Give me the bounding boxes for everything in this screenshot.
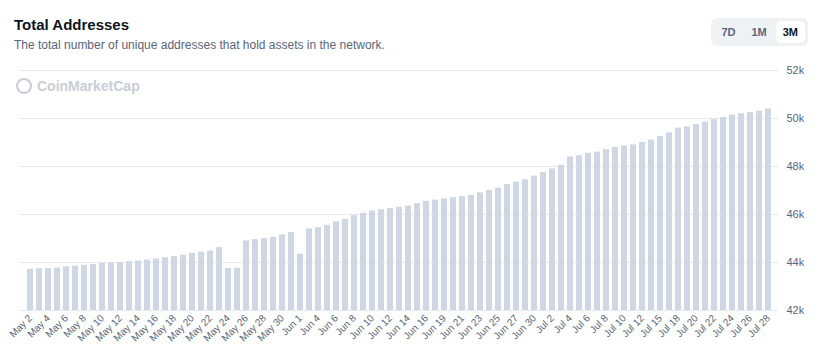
- svg-text:May 22: May 22: [183, 312, 215, 344]
- html-text:1M: 1M: [751, 26, 767, 38]
- svg-text:Jul 8: Jul 8: [587, 312, 611, 336]
- html-text:7D: 7D: [721, 26, 736, 38]
- svg-text:May 16: May 16: [129, 312, 161, 344]
- svg-text:Jul 10: Jul 10: [601, 312, 629, 339]
- svg-text:May 6: May 6: [43, 312, 71, 340]
- html-text:CoinMarketCap: CoinMarketCap: [37, 78, 140, 94]
- svg-text:Jun 8: Jun 8: [333, 312, 359, 338]
- svg-text:46k: 46k: [787, 208, 805, 220]
- svg-text:May 24: May 24: [201, 312, 233, 344]
- svg-text:Jun 19: Jun 19: [419, 312, 449, 342]
- svg-text:Jun 10: Jun 10: [347, 312, 377, 342]
- svg-text:May 10: May 10: [75, 312, 107, 344]
- svg-text:Jun 16: Jun 16: [401, 312, 431, 342]
- svg-text:44k: 44k: [787, 256, 805, 268]
- svg-text:Jul 4: Jul 4: [551, 312, 574, 335]
- svg-text:May 8: May 8: [61, 312, 89, 340]
- svg-text:Jun 21: Jun 21: [437, 312, 467, 342]
- svg-text:Jul 28: Jul 28: [746, 312, 773, 339]
- svg-text:48k: 48k: [787, 160, 805, 172]
- svg-text:May 12: May 12: [93, 312, 125, 344]
- svg-text:Jun 25: Jun 25: [473, 312, 503, 342]
- svg-text:Jun 14: Jun 14: [383, 312, 413, 342]
- svg-text:42k: 42k: [787, 304, 805, 316]
- svg-text:Jul 15: Jul 15: [637, 312, 665, 339]
- svg-text:Jun 4: Jun 4: [297, 312, 323, 338]
- svg-text:Jun 6: Jun 6: [315, 312, 341, 338]
- svg-text:50k: 50k: [787, 112, 805, 124]
- svg-text:Jun 23: Jun 23: [455, 312, 485, 342]
- svg-text:Jul 18: Jul 18: [655, 312, 683, 339]
- svg-text:Jul 24: Jul 24: [709, 312, 737, 339]
- svg-text:May 14: May 14: [111, 312, 143, 344]
- svg-text:Jul 26: Jul 26: [727, 312, 755, 339]
- svg-text:May 4: May 4: [25, 312, 53, 340]
- svg-text:Jun 1: Jun 1: [279, 312, 305, 338]
- svg-text:Jul 2: Jul 2: [533, 312, 556, 335]
- svg-text:Jul 6: Jul 6: [569, 312, 592, 335]
- html-text:Total Addresses: Total Addresses: [14, 16, 129, 33]
- svg-text:Jun 27: Jun 27: [491, 312, 521, 342]
- html-text:3M: 3M: [782, 26, 798, 38]
- svg-text:Jun 30: Jun 30: [509, 312, 539, 342]
- svg-text:Jul 12: Jul 12: [619, 312, 647, 339]
- svg-text:May 18: May 18: [147, 312, 179, 344]
- svg-text:52k: 52k: [787, 64, 805, 76]
- svg-text:May 26: May 26: [219, 312, 251, 344]
- svg-text:Jul 20: Jul 20: [673, 312, 701, 339]
- svg-text:May 20: May 20: [165, 312, 197, 344]
- html-text:The total number of unique add: The total number of unique addresses tha…: [14, 38, 385, 52]
- svg-text:May 30: May 30: [255, 312, 287, 344]
- svg-text:May 28: May 28: [237, 312, 269, 344]
- svg-text:Jun 12: Jun 12: [365, 312, 395, 342]
- svg-text:Jul 22: Jul 22: [691, 312, 719, 339]
- svg-text:May 2: May 2: [7, 312, 35, 340]
